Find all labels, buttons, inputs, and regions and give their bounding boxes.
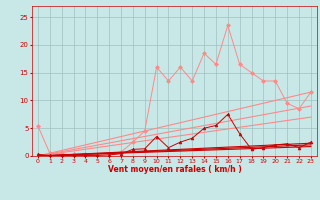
- X-axis label: Vent moyen/en rafales ( km/h ): Vent moyen/en rafales ( km/h ): [108, 165, 241, 174]
